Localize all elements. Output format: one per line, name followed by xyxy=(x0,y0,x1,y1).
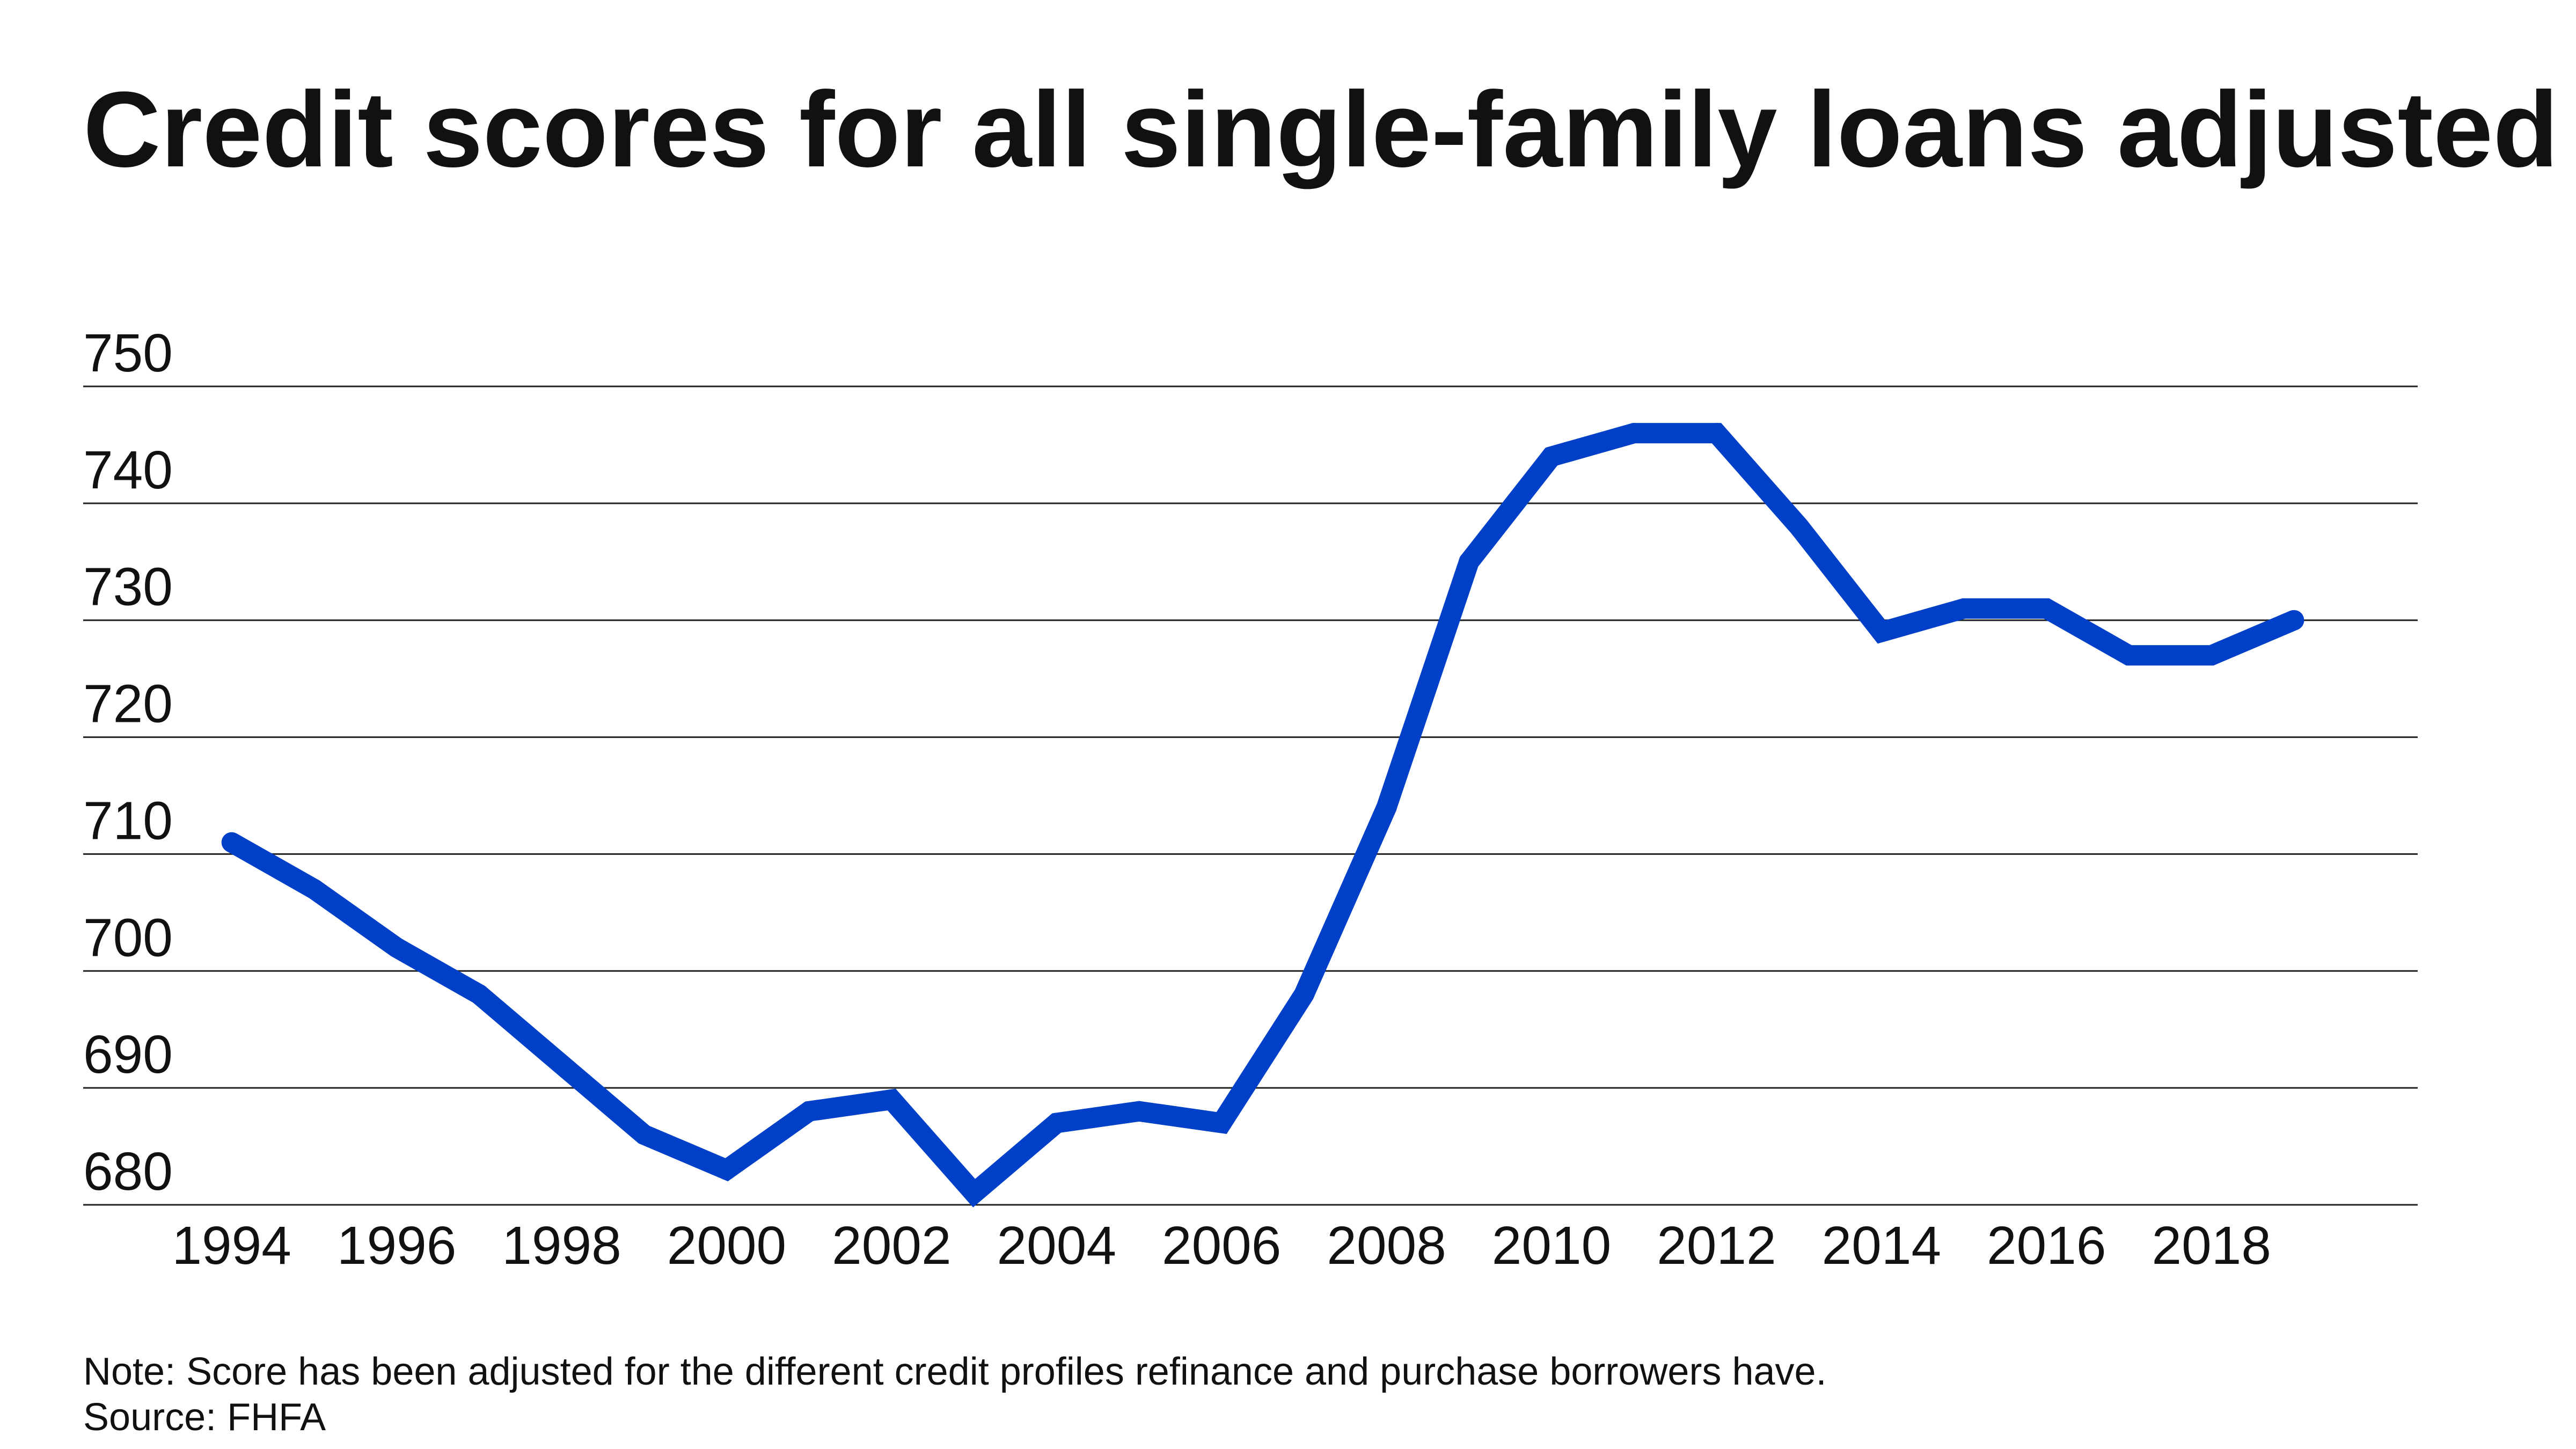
data-point-2009 xyxy=(1459,551,1480,572)
data-point-2018 xyxy=(2201,645,2222,666)
data-point-1996 xyxy=(386,937,407,958)
x-tick-label: 2018 xyxy=(2151,1216,2271,1276)
data-point-2002 xyxy=(881,1089,902,1110)
data-point-2012 xyxy=(1706,423,1727,444)
x-tick-label: 1994 xyxy=(172,1216,291,1276)
data-point-2017 xyxy=(2119,645,2140,666)
x-tick-label: 2002 xyxy=(832,1216,951,1276)
data-point-2005 xyxy=(1129,1101,1150,1122)
series-lines xyxy=(221,423,2304,1208)
data-point-2000 xyxy=(716,1159,737,1180)
y-tick-label: 750 xyxy=(83,323,173,383)
y-tick-label: 710 xyxy=(83,791,173,851)
data-point-1997 xyxy=(469,984,489,1005)
x-tick-label: 2010 xyxy=(1492,1216,1611,1276)
y-tick-label: 700 xyxy=(83,908,173,968)
data-point-2011 xyxy=(1623,423,1644,444)
x-tick-label: 2014 xyxy=(1822,1216,1941,1276)
x-axis-ticks: 1994 1996 1998 2000 2002 2004 2006 2008 2010 2012… xyxy=(172,1216,2271,1276)
data-point-2013 xyxy=(1789,516,1810,537)
y-axis-ticks: 680 690 700 710 720 730 740 750 xyxy=(83,323,173,1202)
data-point-2014 xyxy=(1871,621,1892,642)
x-tick-label: 1998 xyxy=(502,1216,621,1276)
data-point-1995 xyxy=(304,879,325,899)
y-tick-label: 680 xyxy=(83,1141,173,1202)
chart-source: Source: FHFA xyxy=(83,1396,326,1439)
data-point-1998 xyxy=(551,1054,572,1075)
data-point-2016 xyxy=(2036,598,2057,619)
gridlines xyxy=(83,385,2418,1206)
data-point-2010 xyxy=(1541,446,1562,467)
data-point-2003 xyxy=(964,1183,985,1204)
x-tick-label: 2008 xyxy=(1327,1216,1446,1276)
y-tick-label: 730 xyxy=(83,557,173,617)
data-point-2007 xyxy=(1293,984,1314,1005)
data-point-2004 xyxy=(1046,1113,1067,1133)
data-point-1994 xyxy=(221,832,242,853)
x-tick-label: 2012 xyxy=(1657,1216,1776,1276)
data-point-2019 xyxy=(2284,610,2304,631)
y-tick-label: 690 xyxy=(83,1024,173,1085)
data-point-2008 xyxy=(1376,797,1397,818)
x-tick-label: 1996 xyxy=(337,1216,456,1276)
chart-title: Credit scores for all single-family loan… xyxy=(83,70,2558,189)
x-tick-label: 2016 xyxy=(1987,1216,2106,1276)
x-tick-label: 2004 xyxy=(997,1216,1116,1276)
data-point-2001 xyxy=(799,1101,819,1122)
chart-note: Note: Score has been adjusted for the di… xyxy=(83,1350,1827,1393)
x-tick-label: 2000 xyxy=(667,1216,786,1276)
y-tick-label: 720 xyxy=(83,674,173,734)
data-point-2006 xyxy=(1211,1113,1232,1133)
y-tick-label: 740 xyxy=(83,440,173,500)
data-point-2015 xyxy=(1953,598,1974,619)
series-line-0 xyxy=(226,423,2298,1208)
x-tick-label: 2006 xyxy=(1162,1216,1281,1276)
data-point-1999 xyxy=(634,1124,655,1145)
